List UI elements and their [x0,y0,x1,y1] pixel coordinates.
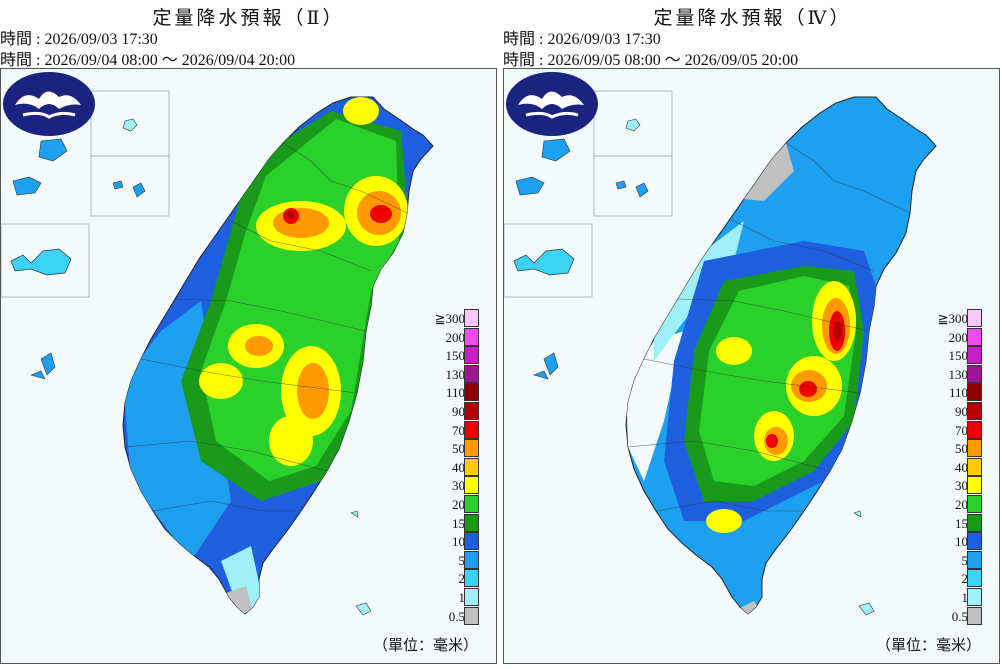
valid-time-line: 時間 : 2026/09/05 08:00 ～ 2026/09/05 20:00 [503,52,799,69]
legend-level: 1 [932,588,998,606]
qpf-panel-ii: 定量降水預報（Ⅱ） 時間 : 2026/09/03 17:30 時間 : 202… [0,0,497,669]
issue-time-line: 時間 : 2026/09/03 17:30 [0,31,158,48]
legend-level: 90 [429,402,495,420]
legend-level: 15 [429,513,495,532]
legend-level: 110 [429,383,495,402]
rainfall-map: ≧300 200 150 130 110 90 70 50 40 30 20 1… [503,68,1000,664]
legend-level: 200 [429,327,495,346]
issue-time-line: 時間 : 2026/09/03 17:30 [503,31,661,48]
rainfall-map-graphic [504,90,937,616]
legend-level: 20 [932,495,998,513]
legend-level: 0.5 [429,606,495,625]
legend-level: 1 [429,588,495,606]
cwa-cloud-logo-icon [3,72,95,136]
qpf-panel-iv: 定量降水預報（Ⅳ） 時間 : 2026/09/03 17:30 時間 : 202… [503,0,1002,669]
legend-level: 40 [429,457,495,476]
legend-level: 90 [932,402,998,420]
rainfall-map-graphic [1,90,434,616]
legend-level: 150 [429,346,495,365]
legend-level: 10 [932,532,998,551]
valid-time-line: 時間 : 2026/09/04 08:00 ～ 2026/09/04 20:00 [0,52,296,69]
cwa-cloud-logo-icon [506,72,598,136]
legend-level: 15 [932,513,998,532]
legend-level: 5 [932,550,998,569]
rainfall-shading [123,97,411,614]
legend-level: 70 [932,420,998,439]
legend-level: 70 [429,420,495,439]
legend-level: 0.5 [932,606,998,625]
legend-level: 130 [429,364,495,383]
legend-level: 2 [429,569,495,588]
legend-level: 130 [932,364,998,383]
legend-level: ≧300 [429,309,495,327]
legend-level: ≧300 [932,309,998,327]
legend-level: 40 [932,457,998,476]
panel-title: 定量降水預報（Ⅱ） [152,8,345,29]
unit-label: （單位：毫米） [372,638,478,654]
legend-level: 110 [932,383,998,402]
legend-level: 5 [429,550,495,569]
legend-level: 20 [429,495,495,513]
legend-level: 30 [932,476,998,495]
legend-level: 30 [429,476,495,495]
legend-level: 50 [429,439,495,458]
legend-level: 2 [932,569,998,588]
legend-level: 10 [429,532,495,551]
legend-level: 150 [932,346,998,365]
legend-level: 200 [932,327,998,346]
rainfall-map: ≧300 200 150 130 110 90 70 50 40 30 20 1… [0,68,497,664]
legend-level: 50 [932,439,998,458]
panel-title: 定量降水預報（Ⅳ） [653,8,852,29]
unit-label: （單位：毫米） [875,638,981,654]
